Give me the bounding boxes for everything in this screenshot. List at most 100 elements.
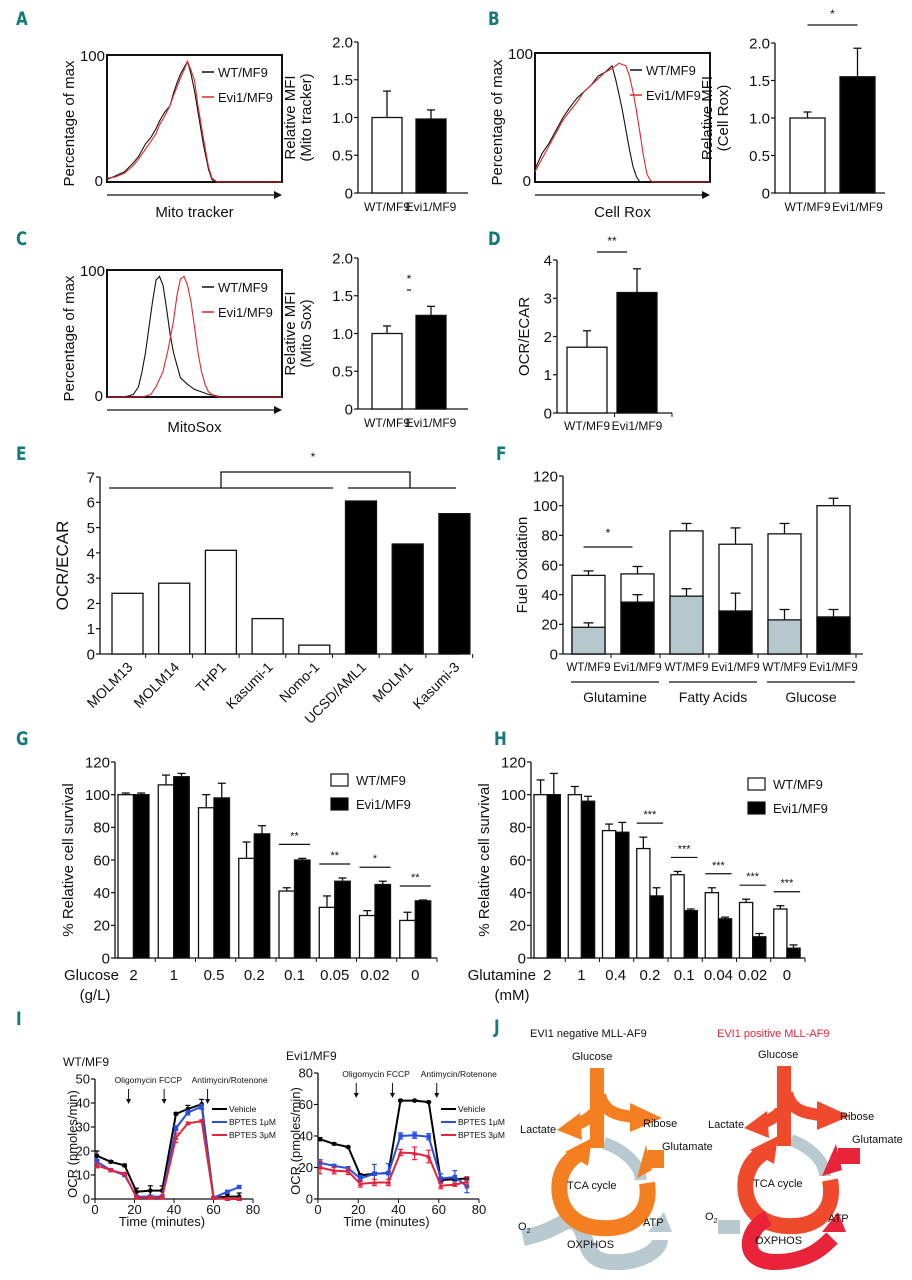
panel-e-bar-y-tick-label: 0: [87, 646, 95, 663]
diagram-evi1-negative: EVI1 negative MLL-AF9 Glucose Lactate Ri…: [518, 1028, 713, 1271]
panel-a-bar-x-tick-label: WT/MF9: [364, 200, 410, 214]
panel-i-wt-point: [94, 1162, 100, 1168]
panel-f-bar-x-tick-label: WT/MF9: [762, 662, 806, 674]
panel-c-histogram-y-label: Percentage of max: [61, 275, 78, 401]
panel-a-histogram-y-label: Percentage of max: [61, 60, 78, 186]
panel-a-bar-y-tick-label: 0.5: [332, 148, 353, 165]
panel-h-bar-x-label-unit: (mM): [495, 987, 530, 1004]
panel-c-bar-bar-evi1: [415, 314, 447, 410]
panel-i-wt-point: [236, 1184, 242, 1190]
panel-e-bar-y-tick-label: 4: [87, 545, 95, 562]
panel-g-bar-bar-evi1: [334, 880, 351, 959]
panel-g-bar-x-tick-label: 0.2: [244, 967, 265, 984]
panel-i-evi1-point: [385, 1179, 392, 1185]
diagram-title-positive: EVI1 positive MLL-AF9: [717, 1028, 830, 1040]
panel-b-bar-y-tick-label: 2.0: [749, 35, 770, 52]
panel-g-bar-legend-swatch: [330, 773, 349, 787]
panel-i-wt-point: [148, 1188, 153, 1193]
diagram-title-negative: EVI1 negative MLL-AF9: [530, 1028, 647, 1040]
panel-b-histogram-legend-label: WT/MF9: [646, 63, 696, 78]
panel-b-bar-y-label: Relative MFI: [699, 76, 716, 160]
panel-i-wt-point: [225, 1189, 230, 1194]
panel-i-wt-point: [236, 1196, 242, 1201]
label-glutamate: Glutamate: [852, 1134, 903, 1146]
panel-i-wt-point: [199, 1104, 204, 1109]
panel-c-histogram-legend-label: Evi1/MF9: [218, 305, 273, 320]
panel-i-wt-y-tick-label: 0: [83, 1192, 90, 1207]
panel-i-wt-point: [108, 1167, 114, 1173]
label-glutamate: Glutamate: [662, 1141, 713, 1153]
panel-i-evi1-x-tick-label: 0: [314, 1202, 321, 1217]
panel-i-wt-injection-arrowhead: [161, 1099, 167, 1104]
panel-i-wt-injection-arrowhead: [205, 1099, 211, 1104]
panel-b-bar-y-label: (Cell Rox): [715, 85, 732, 152]
panel-c-bar-bar-wt: [371, 332, 403, 410]
panel-i-wt-point: [185, 1110, 191, 1115]
panel-g-bar-x-tick-label: 0.1: [284, 967, 305, 984]
panel-i-wt-legend-label: Vehicle: [229, 1104, 257, 1114]
panel-a-bar-y-tick-label: 1.0: [332, 110, 353, 127]
panel-a-histogram-y-tick-label: 100: [80, 48, 105, 65]
panel-h-bar-y-tick-label: 60: [509, 852, 526, 869]
lactate-arrowhead: [744, 1111, 769, 1138]
panel-h-bar-significance-label: ***: [746, 871, 760, 883]
panel-i-evi1-injection-arrowhead: [353, 1093, 359, 1098]
label-o2: O2: [705, 1211, 718, 1225]
label-lactate: Lactate: [708, 1119, 744, 1131]
panel-f-bar-y-tick-label: 60: [541, 557, 558, 574]
panel-h-bar: 0 20 40 60 80 100 120 2 1 0.4 0.2 0.1 0.04 0.02 0 *** **…: [468, 754, 828, 1004]
panel-g-bar-x-tick-label: 2: [129, 967, 137, 984]
panel-c-bar-significance-label: *: [407, 272, 412, 286]
panel-b-bar-x-tick-label: Evi1/MF9: [832, 200, 883, 214]
panel-i-evi1-point: [412, 1150, 418, 1156]
panel-g-bar-x-label-unit: (g/L): [80, 987, 111, 1004]
panel-e-bar-bar-molm14: [158, 582, 191, 655]
panel-c-bar-y-label: (Mito Sox): [298, 299, 315, 367]
panel-c-histogram-series-wt: [107, 275, 282, 398]
panel-g-bar-x-tick-label: 0.05: [320, 967, 349, 984]
panel-e-bar-bar-nomo-1: [298, 644, 331, 655]
o2-input-stub: [718, 1220, 740, 1234]
panel-i-evi1-point: [358, 1176, 363, 1181]
panel-i-wt-x-tick-label: 80: [246, 1202, 260, 1217]
panel-h-bar-bar-evi1: [717, 918, 733, 959]
panel-e-bar-bar-kasumi-3: [438, 513, 471, 655]
panel-c-bar-y-tick-label: 1.0: [332, 326, 353, 343]
panel-a-bar-bar-wt: [371, 116, 403, 194]
glutamate-arrowhead: [637, 1145, 652, 1178]
panel-i-evi1-point: [331, 1163, 337, 1169]
panel-f-bar-group-label: Fatty Acids: [679, 689, 747, 705]
panel-h-bar-legend-label: Evi1/MF9: [773, 801, 828, 816]
panel-letter-h: H: [494, 728, 507, 750]
panel-i-evi1-point: [452, 1182, 458, 1187]
panel-h-bar-x-tick-label: 0: [783, 967, 791, 984]
panel-g-bar-y-tick-label: 120: [85, 754, 110, 771]
panel-i-wt-point: [108, 1159, 114, 1165]
panel-i-evi1-point: [345, 1144, 351, 1150]
panel-c-histogram-x-label: MitoSox: [167, 419, 222, 436]
panel-g-bar-bar-evi1: [253, 833, 271, 959]
panel-b-histogram-x-arrowhead: [702, 191, 710, 199]
panel-h-bar-x-tick-label: 2: [543, 967, 551, 984]
panel-e-bar-y-tick-label: 6: [87, 495, 95, 512]
panel-h-bar-x-tick-label: 1: [577, 967, 585, 984]
panel-b-histogram-frame: [534, 52, 711, 183]
panel-e-bar-y-tick-label: 1: [87, 621, 95, 638]
panel-h-bar-bar-evi1: [615, 831, 630, 959]
panel-g-bar-y-tick-label: 40: [93, 885, 110, 902]
panel-d-bar-bar-evi1: [616, 291, 658, 414]
panel-i-evi1-injection-arrowhead: [434, 1093, 440, 1098]
panel-i-wt-x-tick-label: 40: [167, 1202, 181, 1217]
panel-i-evi1-injection-label: Oligomycin FCCP: [342, 1069, 410, 1079]
panel-h-bar-x-tick-label: 0.04: [704, 967, 733, 984]
panel-h-bar-bar-evi1: [649, 895, 664, 959]
panel-a-histogram-series-evi1: [106, 59, 282, 183]
tca-cycle-ring: [551, 1146, 656, 1237]
glutamate-arrow-tail: [648, 1150, 664, 1168]
panel-b-bar-y-tick-label: 1.0: [749, 110, 770, 127]
panel-i-evi1-injection-label: Antimycin/Rotenone: [421, 1069, 497, 1079]
panel-i-wt-point: [173, 1126, 179, 1131]
